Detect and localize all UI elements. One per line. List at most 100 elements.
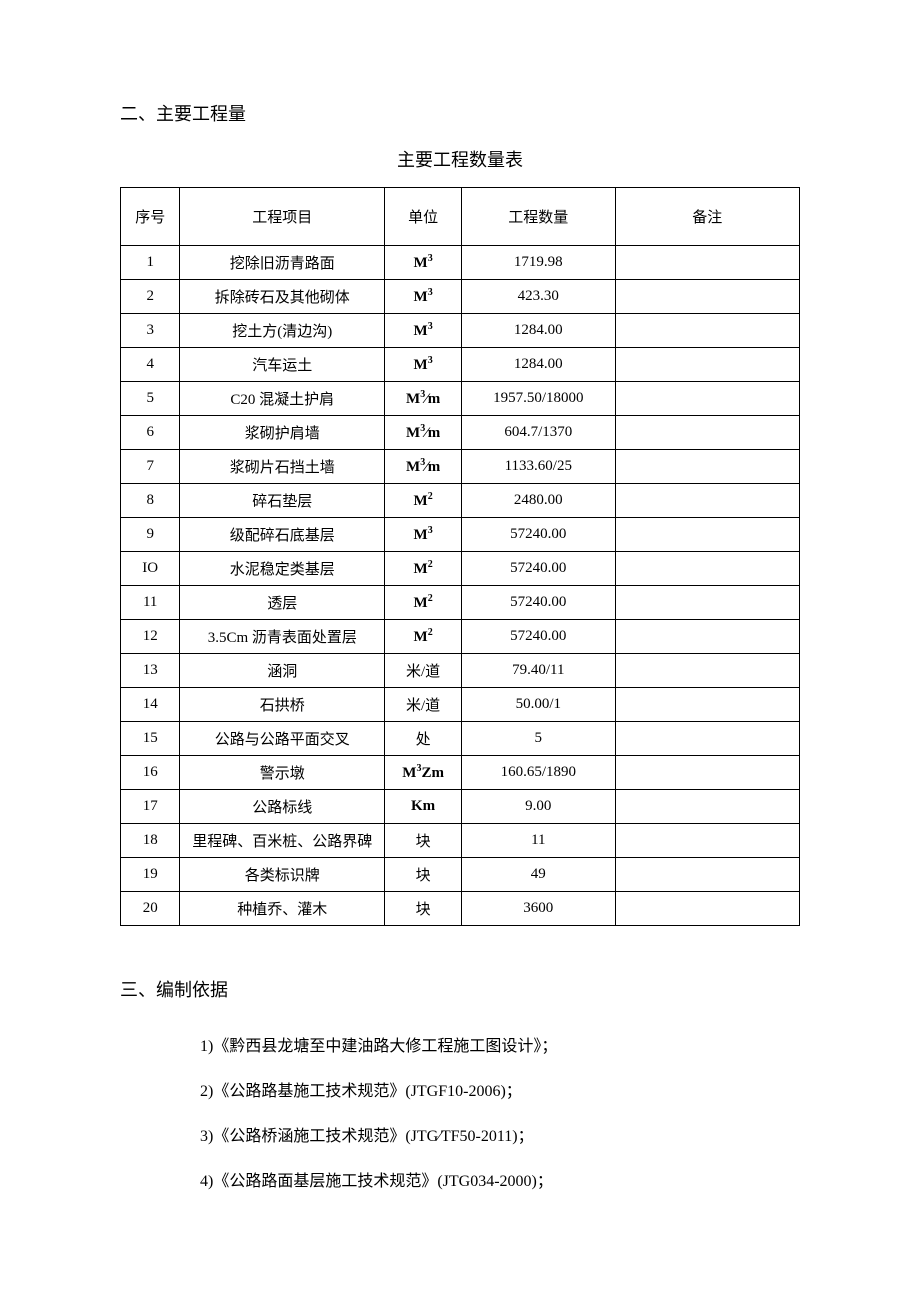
cell-remark (615, 450, 799, 484)
cell-remark (615, 654, 799, 688)
cell-unit: M3 (385, 518, 462, 552)
cell-remark (615, 620, 799, 654)
cell-seq: 16 (121, 756, 180, 790)
cell-remark (615, 824, 799, 858)
table-row: 17公路标线Km9.00 (121, 790, 800, 824)
cell-seq: 2 (121, 280, 180, 314)
cell-seq: 19 (121, 858, 180, 892)
cell-item: 碎石垫层 (180, 484, 385, 518)
basis-item: 2)《公路路基施工技术规范》(JTGF10-2006)； (200, 1072, 800, 1112)
table-row: 19各类标识牌块49 (121, 858, 800, 892)
cell-seq: 1 (121, 246, 180, 280)
col-header-unit: 单位 (385, 188, 462, 246)
table-row: 14石拱桥米/道50.00/1 (121, 688, 800, 722)
quantity-table: 序号 工程项目 单位 工程数量 备注 1挖除旧沥青路面M31719.982拆除砖… (120, 187, 800, 926)
cell-item: 汽车运土 (180, 348, 385, 382)
cell-seq: 8 (121, 484, 180, 518)
cell-unit: 米/道 (385, 688, 462, 722)
cell-item: 浆砌片石挡土墙 (180, 450, 385, 484)
section-3-title: 三、编制依据 (120, 976, 800, 1002)
cell-remark (615, 382, 799, 416)
cell-item: 级配碎石底基层 (180, 518, 385, 552)
cell-item: 各类标识牌 (180, 858, 385, 892)
cell-unit: 块 (385, 824, 462, 858)
cell-remark (615, 314, 799, 348)
cell-seq: 13 (121, 654, 180, 688)
cell-unit: M3 (385, 348, 462, 382)
cell-remark (615, 484, 799, 518)
basis-item: 4)《公路路面基层施工技术规范》(JTG034-2000)； (200, 1162, 800, 1202)
cell-unit: M3 (385, 314, 462, 348)
table-title: 主要工程数量表 (120, 146, 800, 172)
cell-unit: M2 (385, 552, 462, 586)
cell-seq: 17 (121, 790, 180, 824)
cell-seq: 11 (121, 586, 180, 620)
cell-remark (615, 280, 799, 314)
cell-unit: 米/道 (385, 654, 462, 688)
cell-remark (615, 892, 799, 926)
cell-qty: 160.65/1890 (462, 756, 616, 790)
cell-qty: 3600 (462, 892, 616, 926)
cell-item: 拆除砖石及其他砌体 (180, 280, 385, 314)
cell-qty: 11 (462, 824, 616, 858)
cell-qty: 57240.00 (462, 518, 616, 552)
cell-unit: M3⁄m (385, 416, 462, 450)
col-header-item: 工程项目 (180, 188, 385, 246)
cell-qty: 1284.00 (462, 314, 616, 348)
cell-item: 透层 (180, 586, 385, 620)
cell-unit: 处 (385, 722, 462, 756)
cell-item: 警示墩 (180, 756, 385, 790)
table-row: 9级配碎石底基层M357240.00 (121, 518, 800, 552)
cell-remark (615, 246, 799, 280)
cell-remark (615, 756, 799, 790)
cell-seq: 15 (121, 722, 180, 756)
cell-remark (615, 586, 799, 620)
cell-unit: M3Zm (385, 756, 462, 790)
cell-unit: M3 (385, 280, 462, 314)
cell-unit: 块 (385, 892, 462, 926)
cell-qty: 9.00 (462, 790, 616, 824)
cell-remark (615, 790, 799, 824)
cell-item: 公路与公路平面交叉 (180, 722, 385, 756)
cell-item: 挖除旧沥青路面 (180, 246, 385, 280)
cell-item: 挖土方(清边沟) (180, 314, 385, 348)
cell-seq: 18 (121, 824, 180, 858)
table-row: 13涵洞米/道79.40/11 (121, 654, 800, 688)
cell-item: 水泥稳定类基层 (180, 552, 385, 586)
cell-qty: 49 (462, 858, 616, 892)
table-row: 6浆砌护肩墙M3⁄m604.7/1370 (121, 416, 800, 450)
cell-item: 石拱桥 (180, 688, 385, 722)
cell-item: 浆砌护肩墙 (180, 416, 385, 450)
cell-remark (615, 416, 799, 450)
cell-unit: M2 (385, 620, 462, 654)
cell-qty: 423.30 (462, 280, 616, 314)
cell-qty: 1957.50/18000 (462, 382, 616, 416)
cell-seq: 3 (121, 314, 180, 348)
table-row: 5C20 混凝土护肩M3⁄m1957.50/18000 (121, 382, 800, 416)
cell-qty: 57240.00 (462, 586, 616, 620)
cell-seq: 5 (121, 382, 180, 416)
cell-item: 涵洞 (180, 654, 385, 688)
table-row: 4汽车运土M31284.00 (121, 348, 800, 382)
cell-seq: 9 (121, 518, 180, 552)
cell-remark (615, 348, 799, 382)
cell-qty: 57240.00 (462, 620, 616, 654)
table-row: 20种植乔、灌木块3600 (121, 892, 800, 926)
cell-item: 种植乔、灌木 (180, 892, 385, 926)
cell-remark (615, 858, 799, 892)
basis-item: 1)《黔西县龙塘至中建油路大修工程施工图设计》； (200, 1027, 800, 1067)
table-row: 15公路与公路平面交叉处5 (121, 722, 800, 756)
section-2-title: 二、主要工程量 (120, 100, 800, 126)
cell-qty: 1133.60/25 (462, 450, 616, 484)
cell-unit: M3⁄m (385, 450, 462, 484)
basis-item: 3)《公路桥涵施工技术规范》(JTG⁄TF50-2011)； (200, 1117, 800, 1157)
cell-unit: M3 (385, 246, 462, 280)
cell-remark (615, 688, 799, 722)
cell-qty: 604.7/1370 (462, 416, 616, 450)
table-row: 7浆砌片石挡土墙M3⁄m1133.60/25 (121, 450, 800, 484)
cell-item: C20 混凝土护肩 (180, 382, 385, 416)
basis-list: 1)《黔西县龙塘至中建油路大修工程施工图设计》； 2)《公路路基施工技术规范》(J… (120, 1027, 800, 1202)
cell-unit: M3⁄m (385, 382, 462, 416)
cell-item: 里程碑、百米桩、公路界碑 (180, 824, 385, 858)
table-header-row: 序号 工程项目 单位 工程数量 备注 (121, 188, 800, 246)
